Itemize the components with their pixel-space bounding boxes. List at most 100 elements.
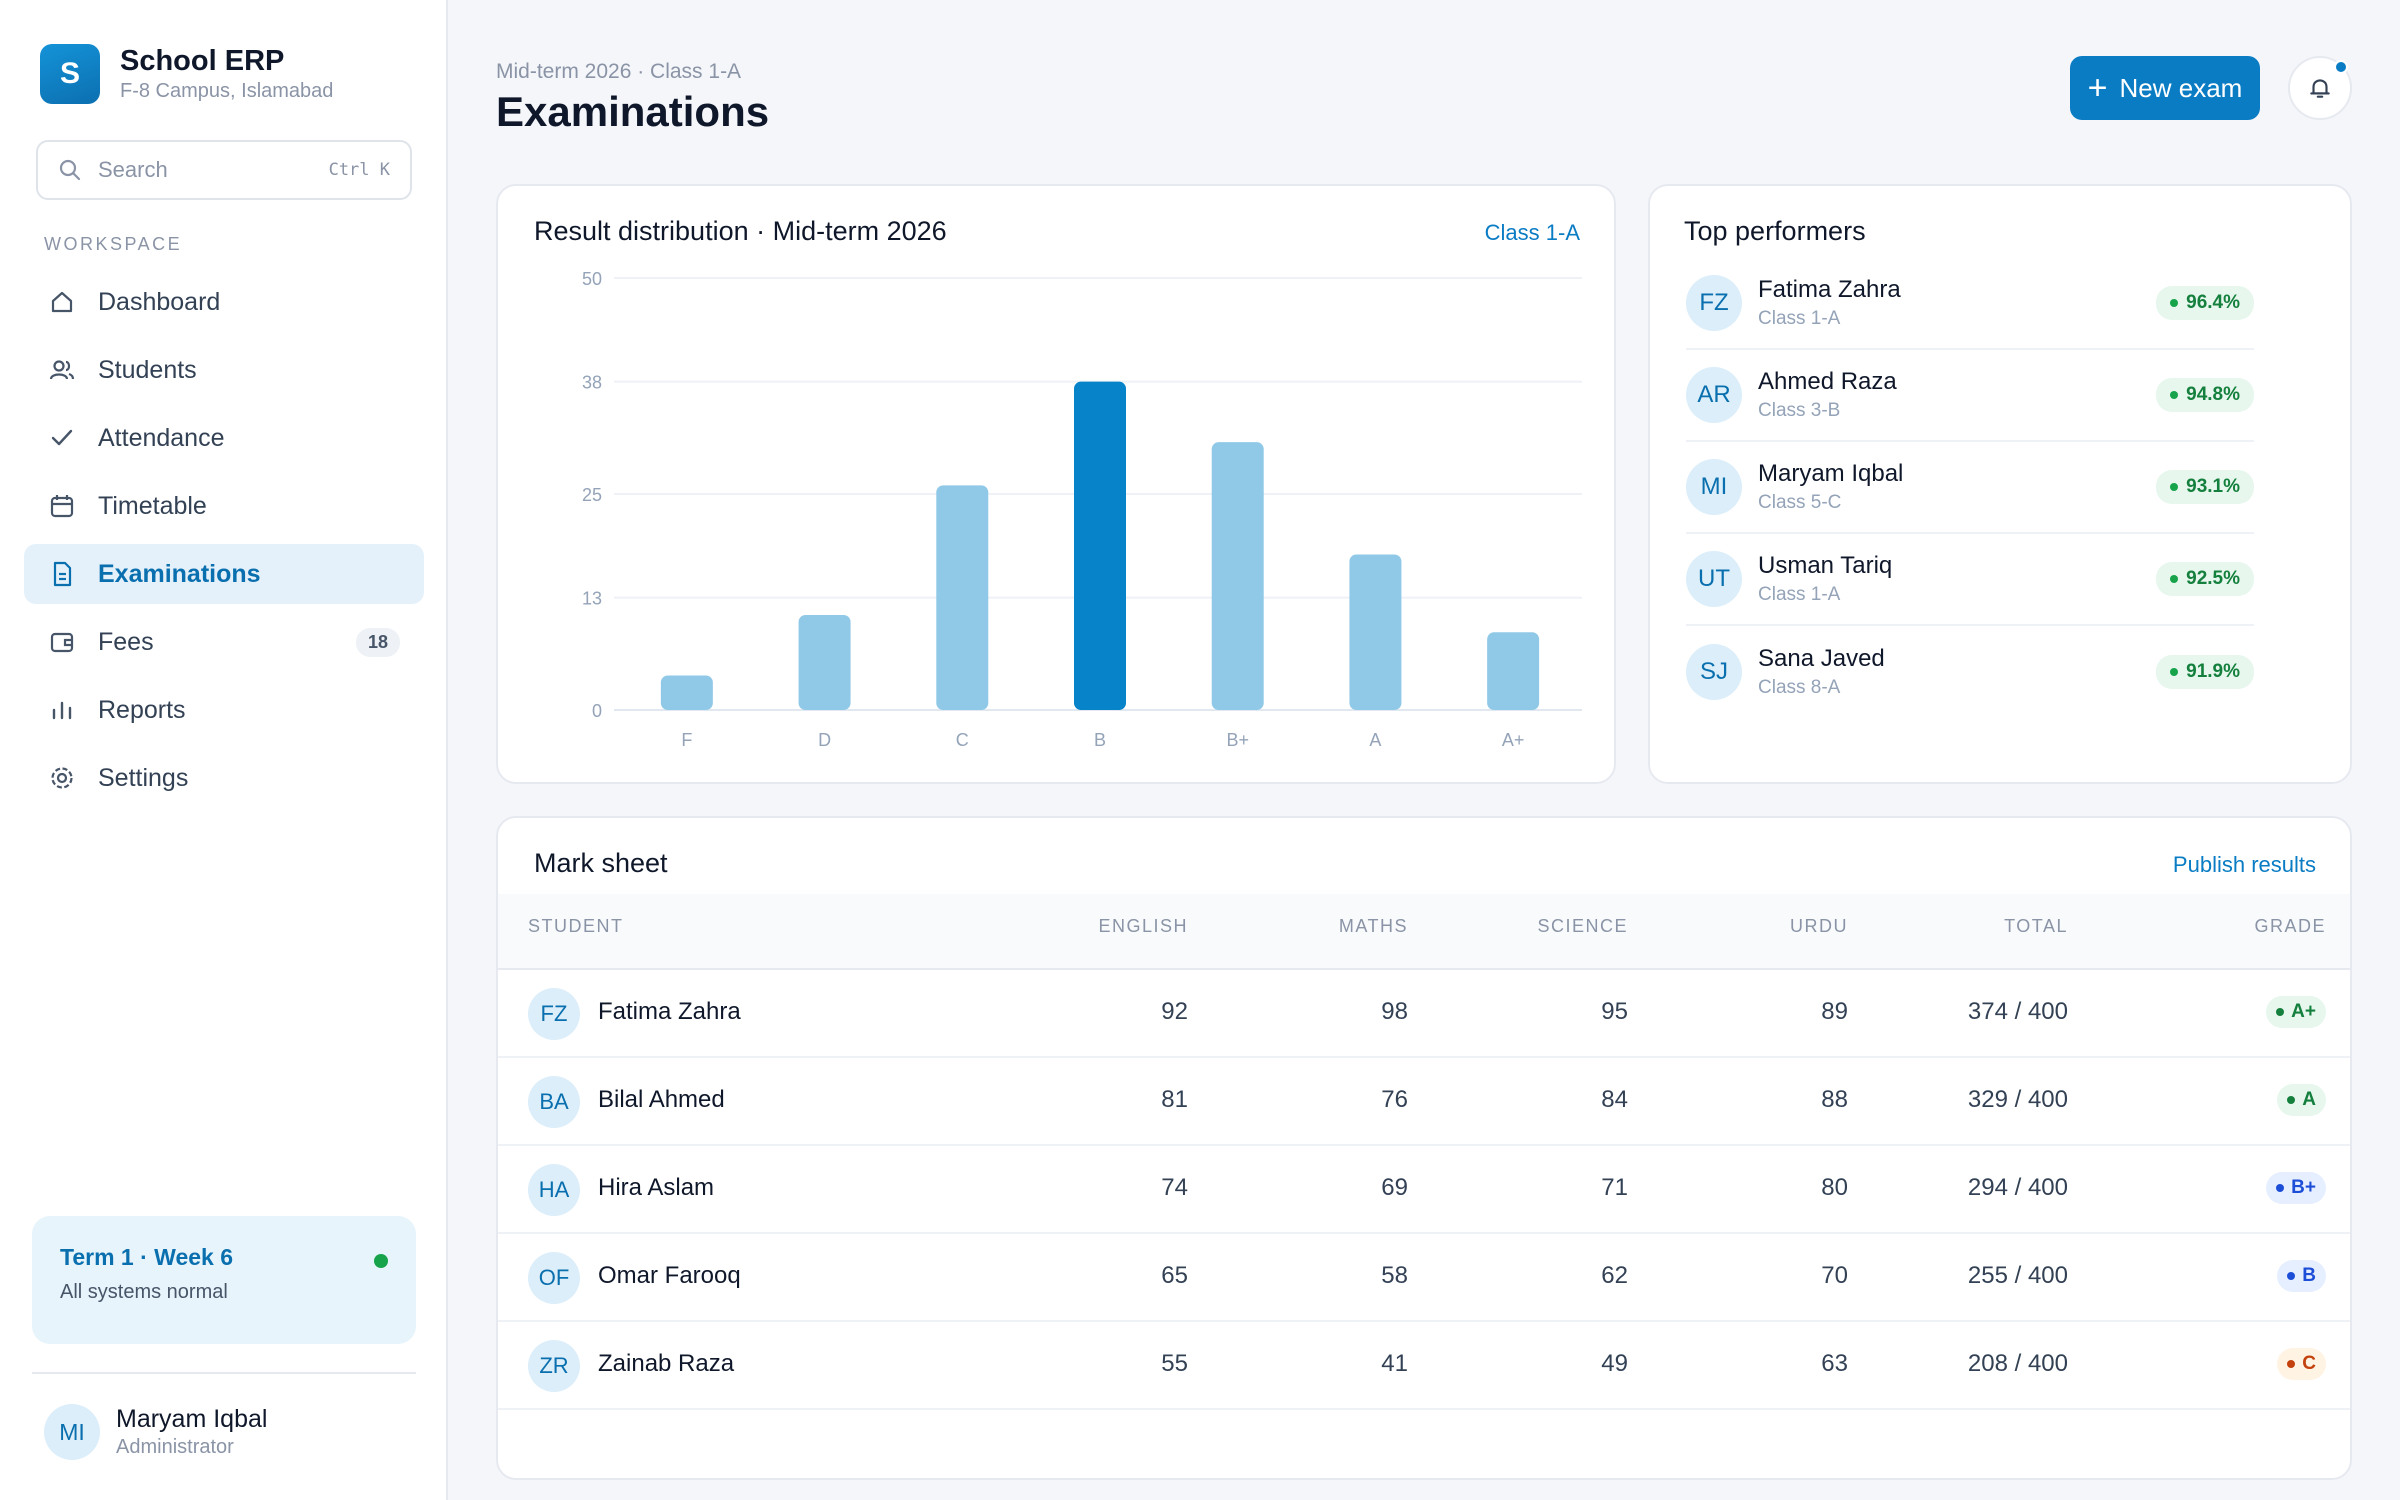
performer-name: Fatima Zahra: [1758, 276, 1901, 303]
term-title: Term 1 · Week 6: [60, 1244, 234, 1270]
total-cell: 374 / 400: [1967, 998, 2068, 1025]
total-cell: 255 / 400: [1967, 1262, 2068, 1289]
user-profile[interactable]: MI Maryam Iqbal Administrator: [44, 1404, 267, 1460]
workspace-section-label: WORKSPACE: [44, 234, 183, 254]
english-cell: 65: [1161, 1262, 1188, 1289]
user-role: Administrator: [116, 1436, 234, 1458]
sidebar-item-attendance[interactable]: Attendance: [24, 408, 424, 468]
student-name: Bilal Ahmed: [598, 1086, 725, 1113]
sidebar-item-timetable[interactable]: Timetable: [24, 476, 424, 536]
science-cell: 49: [1601, 1350, 1628, 1377]
class-filter-link[interactable]: Class 1-A: [1484, 220, 1580, 245]
column-header-total[interactable]: TOTAL: [2004, 916, 2068, 936]
maths-cell: 58: [1381, 1262, 1408, 1289]
list-item[interactable]: FZ Fatima Zahra Class 1-A 96.4%: [1686, 258, 2254, 350]
table-header: [498, 894, 2350, 970]
mark-sheet-title: Mark sheet: [534, 848, 668, 878]
search-input[interactable]: Search Ctrl K: [36, 140, 412, 200]
column-header-urdu[interactable]: URDU: [1790, 916, 1848, 936]
table-row[interactable]: BA Bilal Ahmed 81 76 84 88 329 / 400 A: [498, 1058, 2350, 1146]
bar-C[interactable]: [936, 485, 989, 710]
performer-class: Class 8-A: [1758, 677, 1841, 698]
column-header-science[interactable]: SCIENCE: [1537, 916, 1628, 936]
list-item[interactable]: MI Maryam Iqbal Class 5-C 93.1%: [1686, 442, 2254, 534]
avatar: UT: [1686, 551, 1742, 607]
bar-B+[interactable]: [1211, 442, 1264, 710]
bar-A+[interactable]: [1487, 632, 1540, 710]
table-row[interactable]: OF Omar Farooq 65 58 62 70 255 / 400 B: [498, 1234, 2350, 1322]
sidebar: S School ERP F-8 Campus, Islamabad Searc…: [0, 0, 448, 1500]
fees-count-badge: 18: [355, 627, 400, 657]
x-tick-label: F: [681, 730, 692, 750]
table-row[interactable]: ZR Zainab Raza 55 41 49 63 208 / 400 C: [498, 1322, 2350, 1410]
performer-name: Sana Javed: [1758, 645, 1885, 672]
urdu-cell: 80: [1821, 1174, 1848, 1201]
system-status: All systems normal: [60, 1281, 228, 1303]
performer-name: Usman Tariq: [1758, 552, 1893, 579]
sidebar-item-fees[interactable]: Fees 18: [24, 612, 424, 672]
mark-sheet-card: Mark sheet Publish results STUDENT ENGLI…: [496, 816, 2352, 1480]
grade-badge: A: [2277, 1084, 2326, 1116]
notification-dot: [2334, 60, 2348, 74]
x-tick-label: A+: [1502, 730, 1525, 750]
avatar: SJ: [1686, 644, 1742, 700]
science-cell: 84: [1601, 1086, 1628, 1113]
x-tick-label: C: [956, 730, 969, 750]
list-item[interactable]: UT Usman Tariq Class 1-A 92.5%: [1686, 534, 2254, 626]
urdu-cell: 88: [1821, 1086, 1848, 1113]
chart-title: Result distribution · Mid-term 2026: [534, 216, 947, 246]
column-header-student[interactable]: STUDENT: [528, 916, 624, 936]
term-status-card: Term 1 · Week 6 All systems normal: [32, 1216, 416, 1344]
bar-D[interactable]: [798, 614, 851, 710]
sidebar-item-dashboard[interactable]: Dashboard: [24, 272, 424, 332]
x-tick-label: A: [1369, 730, 1381, 750]
result-distribution-chart: 0 13 25 38 50 F D C B B+ A A+: [582, 269, 1582, 750]
column-header-english[interactable]: ENGLISH: [1098, 916, 1188, 936]
science-cell: 71: [1601, 1174, 1628, 1201]
performer-class: Class 1-A: [1758, 308, 1841, 329]
maths-cell: 76: [1381, 1086, 1408, 1113]
avatar: FZ: [1686, 275, 1742, 331]
column-header-maths[interactable]: MATHS: [1338, 916, 1408, 936]
bar-B[interactable]: [1074, 381, 1126, 710]
sidebar-item-reports[interactable]: Reports: [24, 680, 424, 740]
bar-A[interactable]: [1349, 554, 1402, 710]
avatar: AR: [1686, 367, 1742, 423]
avatar: FZ: [528, 988, 580, 1040]
sidebar-item-settings[interactable]: Settings: [24, 748, 424, 808]
sidebar-item-examinations[interactable]: Examinations: [24, 544, 424, 604]
list-item[interactable]: SJ Sana Javed Class 8-A 91.9%: [1686, 626, 2254, 718]
student-name: Hira Aslam: [598, 1174, 715, 1201]
x-tick-label: D: [818, 730, 831, 750]
total-cell: 329 / 400: [1967, 1086, 2068, 1113]
new-exam-button[interactable]: + New exam: [2070, 56, 2260, 120]
maths-cell: 69: [1381, 1174, 1408, 1201]
brand[interactable]: S School ERP F-8 Campus, Islamabad: [40, 44, 333, 104]
table-row[interactable]: HA Hira Aslam 74 69 71 80 294 / 400 B+: [498, 1146, 2350, 1234]
avatar: HA: [528, 1164, 580, 1216]
publish-results-link[interactable]: Publish results: [2172, 852, 2316, 877]
column-header-grade[interactable]: GRADE: [2254, 916, 2326, 936]
avatar: BA: [528, 1076, 580, 1128]
sidebar-item-label: Examinations: [98, 559, 261, 588]
grade-badge: B: [2277, 1260, 2326, 1292]
grade-badge: C: [2277, 1348, 2326, 1380]
check-icon: [51, 429, 73, 446]
urdu-cell: 70: [1821, 1262, 1848, 1289]
english-cell: 81: [1161, 1086, 1188, 1113]
status-indicator: [374, 1254, 388, 1268]
score-badge: 91.9%: [2156, 655, 2254, 689]
bar-F[interactable]: [660, 675, 713, 710]
breadcrumb: Mid-term 2026 · Class 1-A: [496, 60, 742, 83]
list-item[interactable]: AR Ahmed Raza Class 3-B 94.8%: [1686, 350, 2254, 442]
wallet-icon: [50, 632, 74, 653]
sidebar-item-label: Attendance: [98, 423, 225, 452]
sidebar-item-students[interactable]: Students: [24, 340, 424, 400]
search-icon: [59, 159, 81, 181]
table-row[interactable]: FZ Fatima Zahra 92 98 95 89 374 / 400 A+: [498, 970, 2350, 1058]
english-cell: 74: [1161, 1174, 1188, 1201]
search-shortcut: Ctrl K: [328, 160, 390, 180]
top-performers-card: Top performers FZ Fatima Zahra Class 1-A …: [1648, 184, 2352, 784]
bar-chart-icon: [52, 701, 72, 720]
notifications-button[interactable]: [2288, 56, 2352, 120]
